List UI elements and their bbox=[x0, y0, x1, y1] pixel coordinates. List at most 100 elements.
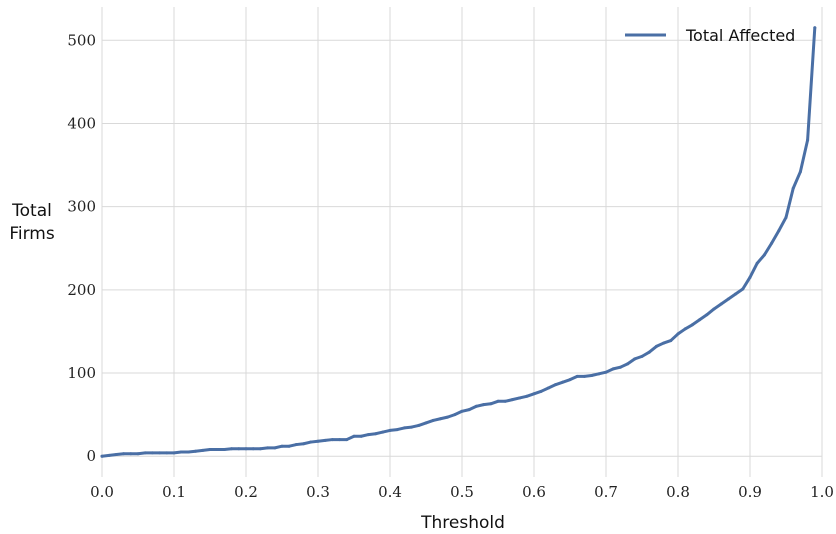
data-point bbox=[179, 450, 183, 454]
y-axis-label-line-2: Firms bbox=[9, 224, 55, 244]
data-point bbox=[359, 434, 363, 438]
data-point bbox=[489, 402, 493, 406]
data-point bbox=[741, 287, 745, 291]
data-point bbox=[726, 297, 730, 301]
x-tick-label: 0.4 bbox=[378, 483, 402, 501]
data-point bbox=[258, 447, 262, 451]
series-points bbox=[100, 26, 817, 458]
y-tick-label: 300 bbox=[67, 198, 96, 216]
x-tick-label: 1.0 bbox=[810, 483, 834, 501]
data-point bbox=[172, 451, 176, 455]
data-point bbox=[662, 341, 666, 345]
data-point bbox=[496, 399, 500, 403]
data-point bbox=[201, 448, 205, 452]
data-point bbox=[654, 344, 658, 348]
data-point bbox=[597, 372, 601, 376]
x-tick-label: 0.9 bbox=[738, 483, 762, 501]
data-point bbox=[309, 440, 313, 444]
data-point bbox=[712, 307, 716, 311]
grid bbox=[101, 7, 823, 477]
data-point bbox=[813, 26, 817, 30]
data-point bbox=[626, 362, 630, 366]
data-point bbox=[806, 138, 810, 142]
data-point bbox=[446, 415, 450, 419]
data-point bbox=[719, 302, 723, 306]
data-point bbox=[345, 438, 349, 442]
data-point bbox=[633, 357, 637, 361]
x-tick-label: 0.7 bbox=[594, 483, 618, 501]
x-axis-label: Threshold bbox=[420, 513, 505, 533]
y-tick-label: 0 bbox=[86, 447, 96, 465]
data-point bbox=[777, 229, 781, 233]
data-point bbox=[510, 398, 514, 402]
data-point bbox=[539, 389, 543, 393]
data-point bbox=[784, 215, 788, 219]
data-point bbox=[158, 451, 162, 455]
legend: Total Affected bbox=[625, 26, 795, 45]
data-point bbox=[165, 451, 169, 455]
data-point bbox=[388, 428, 392, 432]
data-point bbox=[280, 444, 284, 448]
data-point bbox=[150, 451, 154, 455]
series-line-total-affected bbox=[100, 26, 817, 458]
data-point bbox=[237, 447, 241, 451]
data-point bbox=[100, 454, 104, 458]
data-point bbox=[546, 386, 550, 390]
data-point bbox=[323, 438, 327, 442]
data-point bbox=[330, 438, 334, 442]
data-point bbox=[503, 399, 507, 403]
data-point bbox=[136, 452, 140, 456]
data-point bbox=[467, 408, 471, 412]
data-point bbox=[532, 392, 536, 396]
data-point bbox=[611, 367, 615, 371]
data-point bbox=[114, 453, 118, 457]
data-point bbox=[518, 396, 522, 400]
data-point bbox=[582, 374, 586, 378]
data-point bbox=[575, 374, 579, 378]
data-point bbox=[194, 449, 198, 453]
data-point bbox=[474, 404, 478, 408]
data-point bbox=[208, 448, 212, 452]
data-point bbox=[590, 374, 594, 378]
y-tick-label: 100 bbox=[67, 364, 96, 382]
data-point bbox=[302, 442, 306, 446]
data-point bbox=[338, 438, 342, 442]
x-tick-label: 0.1 bbox=[162, 483, 186, 501]
x-tick-label: 0.3 bbox=[306, 483, 330, 501]
data-point bbox=[294, 443, 298, 447]
data-point bbox=[230, 447, 234, 451]
data-point bbox=[554, 383, 558, 387]
data-point bbox=[266, 446, 270, 450]
data-point bbox=[798, 170, 802, 174]
data-point bbox=[604, 370, 608, 374]
data-point bbox=[287, 444, 291, 448]
data-point bbox=[676, 332, 680, 336]
data-point bbox=[366, 433, 370, 437]
x-tick-label: 0.2 bbox=[234, 483, 258, 501]
x-tick-label: 0.8 bbox=[666, 483, 690, 501]
data-point bbox=[215, 448, 219, 452]
data-point bbox=[734, 292, 738, 296]
data-point bbox=[417, 423, 421, 427]
y-axis-label-line-1: Total bbox=[11, 201, 52, 221]
tick-labels: 0.0 0.1 0.2 0.3 0.4 0.5 0.6 0.7 0.8 0.9 1.0 0 100 200… bbox=[67, 31, 834, 501]
data-point bbox=[618, 365, 622, 369]
data-point bbox=[122, 452, 126, 456]
legend-label: Total Affected bbox=[685, 26, 795, 45]
data-point bbox=[705, 313, 709, 317]
data-point bbox=[273, 446, 277, 450]
data-point bbox=[352, 434, 356, 438]
data-point bbox=[107, 453, 111, 457]
data-point bbox=[640, 354, 644, 358]
data-point bbox=[129, 452, 133, 456]
data-point bbox=[431, 418, 435, 422]
data-point bbox=[374, 432, 378, 436]
data-point bbox=[482, 403, 486, 407]
x-tick-label: 0.0 bbox=[90, 483, 114, 501]
data-point bbox=[460, 409, 464, 413]
data-point bbox=[647, 350, 651, 354]
data-point bbox=[251, 447, 255, 451]
data-point bbox=[453, 413, 457, 417]
data-point bbox=[762, 253, 766, 257]
